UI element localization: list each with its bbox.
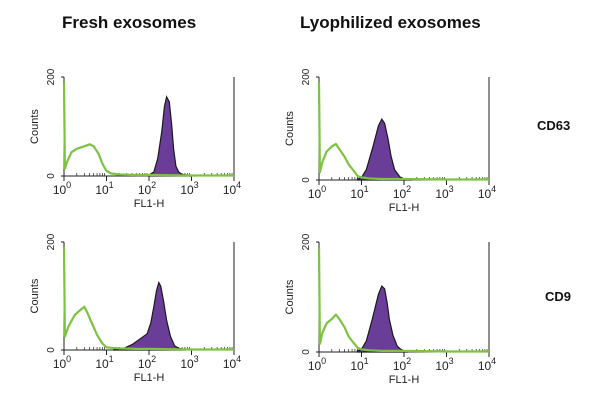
x-tick-label: 102: [393, 184, 411, 201]
x-tick-label: 103: [435, 184, 453, 201]
y-tick-label: 200: [301, 233, 312, 250]
histogram-fresh-cd63: 100 101 102 103 104 FL1-H 0 200 Counts: [29, 68, 241, 210]
x-tick-label: 102: [138, 354, 156, 371]
x-axis-label: FL1-H: [389, 202, 420, 214]
control-histogram-line: [317, 82, 489, 181]
row-label-cd63: CD63: [537, 118, 571, 133]
y-axis-label: Counts: [284, 279, 296, 314]
row-label-cd9: CD9: [545, 289, 572, 304]
x-tick-label: 103: [435, 356, 453, 373]
y-axis-label: Counts: [29, 278, 41, 313]
column-title-fresh: Fresh exosomes: [62, 13, 197, 32]
sample-histogram-area: [356, 118, 413, 181]
x-axis-label: FL1-H: [134, 372, 165, 384]
control-histogram-line: [62, 81, 234, 177]
histogram-fresh-cd9: 100 101 102 103 104 FL1-H 0 200 Counts: [29, 233, 241, 384]
y-axis-label: Counts: [284, 111, 296, 146]
y-tick-label: 200: [46, 233, 57, 250]
histogram-lyophilized-cd9: 100 101 102 103 104 FL1-H 0 200 Counts: [284, 233, 496, 386]
histogram-lyophilized-cd63: 100 101 102 103 104 FL1-H 0 200 Counts: [284, 68, 496, 214]
y-tick-label: 0: [301, 349, 312, 355]
x-tick-label: 101: [95, 354, 113, 371]
sample-histogram-area: [113, 280, 186, 351]
x-tick-label: 104: [223, 180, 241, 197]
x-tick-label: 101: [95, 180, 113, 197]
x-tick-label: 100: [53, 354, 71, 371]
y-tick-label: 0: [301, 177, 312, 183]
sample-histogram-area: [356, 284, 408, 353]
x-axis-label: FL1-H: [134, 198, 165, 210]
y-tick-label: 0: [46, 347, 57, 353]
column-title-lyophilized: Lyophilized exosomes: [300, 13, 481, 32]
x-tick-label: 104: [223, 354, 241, 371]
control-histogram-line: [317, 247, 489, 353]
x-tick-label: 100: [308, 356, 326, 373]
x-tick-label: 102: [138, 180, 156, 197]
x-tick-label: 101: [350, 356, 368, 373]
x-tick-label: 101: [350, 184, 368, 201]
x-tick-label: 100: [53, 180, 71, 197]
y-tick-label: 0: [46, 173, 57, 179]
x-tick-label: 102: [393, 356, 411, 373]
sample-histogram-area: [148, 95, 193, 177]
y-tick-label: 200: [301, 68, 312, 85]
control-histogram-line: [62, 247, 234, 351]
x-tick-label: 104: [478, 356, 496, 373]
x-tick-label: 100: [308, 184, 326, 201]
x-tick-label: 103: [180, 354, 198, 371]
x-tick-label: 103: [180, 180, 198, 197]
y-axis-label: Counts: [29, 109, 41, 144]
y-tick-label: 200: [46, 68, 57, 85]
x-tick-label: 104: [478, 184, 496, 201]
x-axis-label: FL1-H: [389, 374, 420, 386]
